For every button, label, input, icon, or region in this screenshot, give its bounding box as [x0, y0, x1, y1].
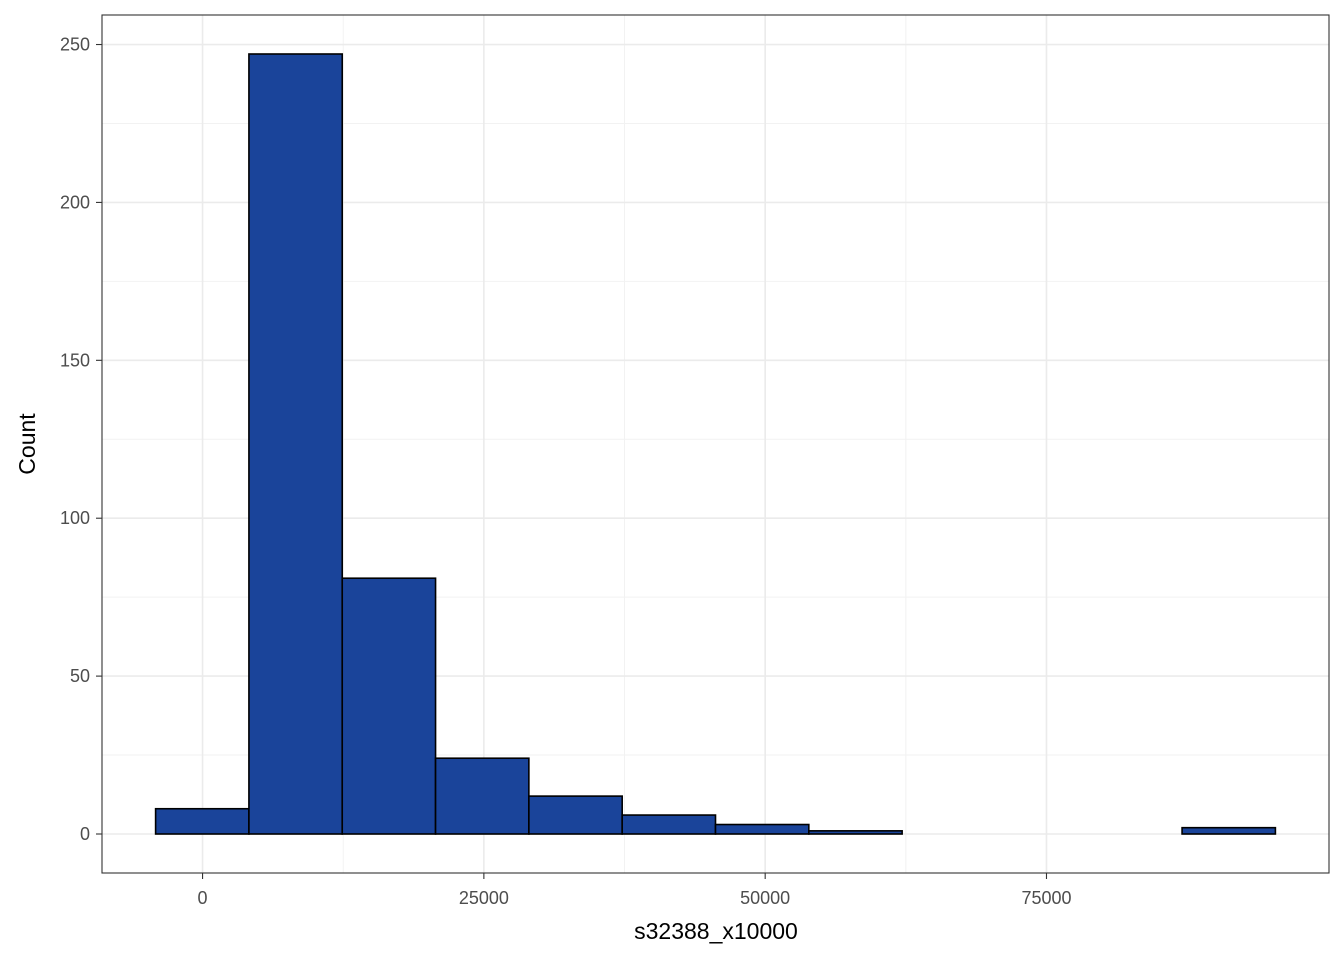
x-axis-title: s32388_x10000 [634, 918, 798, 944]
histogram-bar-4 [434, 757, 530, 835]
histogram-bar-2 [248, 53, 344, 835]
y-axis-title: Count [14, 413, 40, 475]
y-tick-label: 200 [60, 192, 90, 212]
histogram-bar-12 [1181, 826, 1277, 835]
x-tick-label: 25000 [459, 888, 509, 908]
histogram-bar-7 [714, 823, 810, 835]
panel-border [101, 14, 1330, 874]
histogram-bar-6 [621, 814, 717, 835]
x-axis-ticks: 0 25000 50000 75000 [198, 873, 1072, 908]
histogram-bar-1 [154, 807, 250, 835]
y-tick-label: 100 [60, 508, 90, 528]
histogram-bar-3 [341, 577, 437, 835]
y-tick-label: 50 [70, 666, 90, 686]
y-axis-ticks: 0 50 100 150 200 250 [60, 35, 102, 844]
x-tick-label: 50000 [740, 888, 790, 908]
histogram-bar-5 [528, 795, 623, 835]
x-tick-label: 75000 [1021, 888, 1071, 908]
y-tick-label: 150 [60, 350, 90, 370]
y-tick-label: 0 [80, 824, 90, 844]
y-tick-label: 250 [60, 35, 90, 55]
histogram-bars [154, 53, 1277, 835]
x-tick-label: 0 [198, 888, 208, 908]
histogram-bar-8 [808, 830, 903, 835]
